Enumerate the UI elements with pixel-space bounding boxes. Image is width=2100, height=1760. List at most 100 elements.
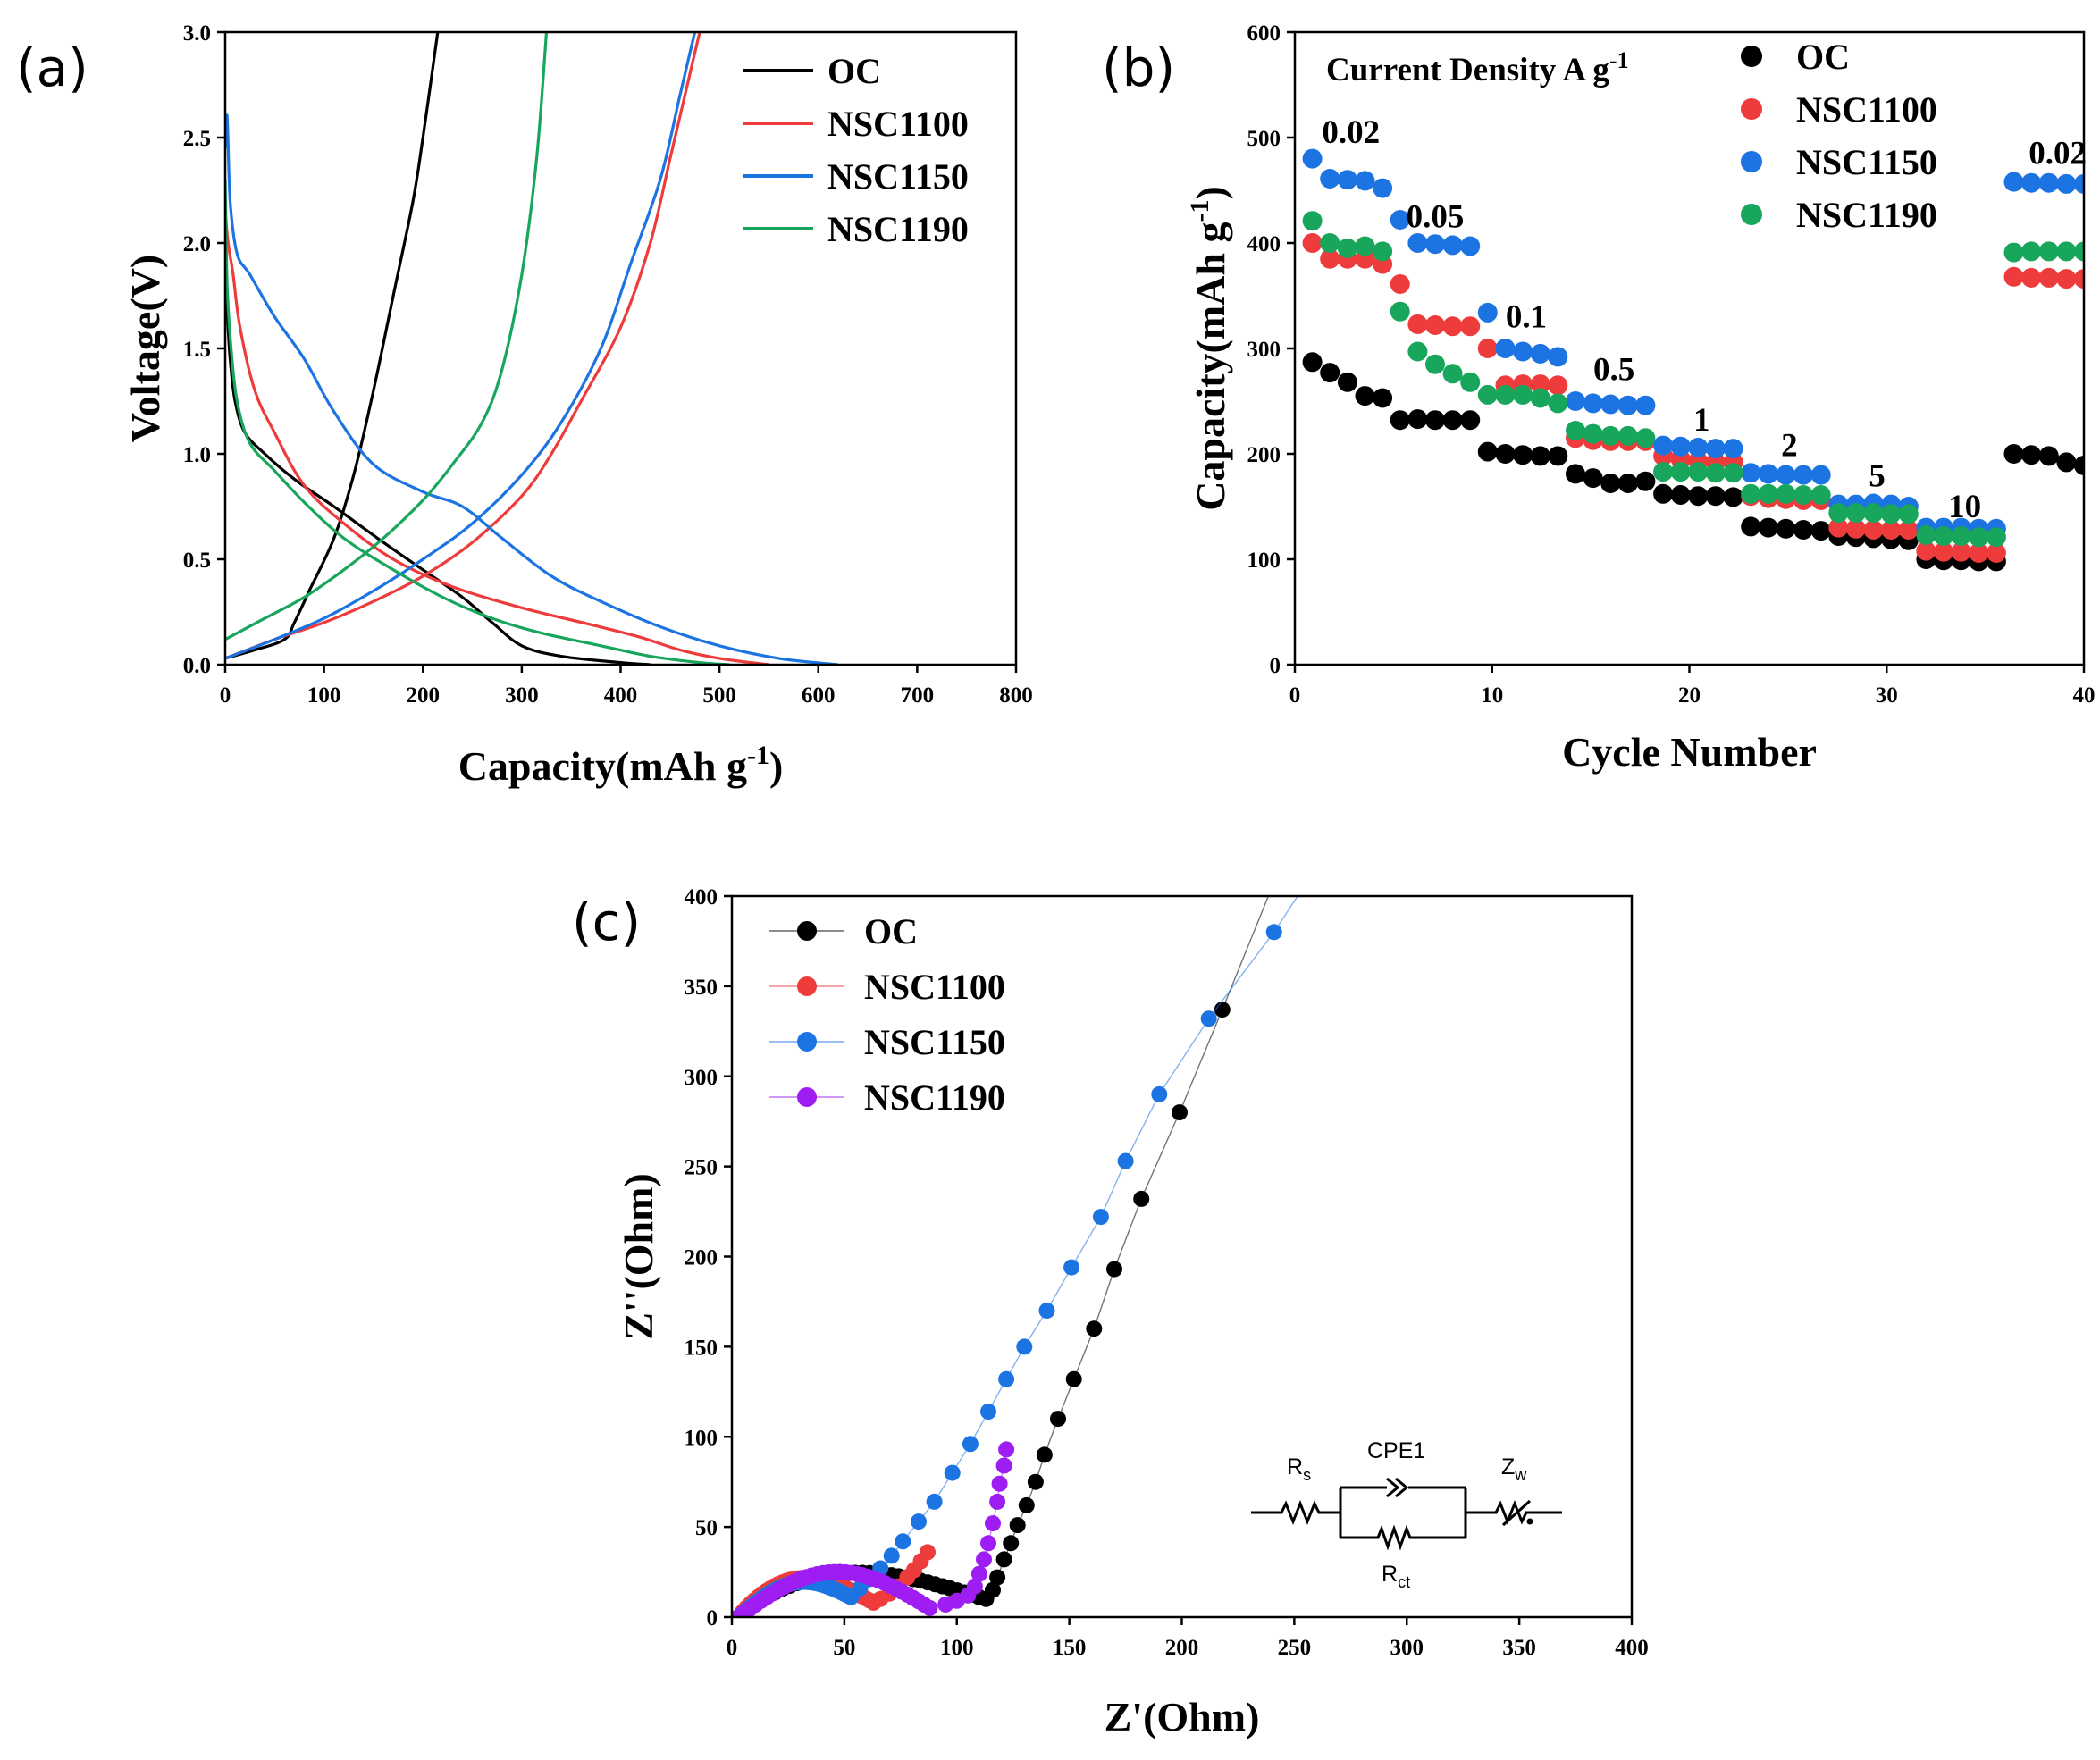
panel-a-x-tick-label: 500 xyxy=(702,683,736,708)
series-nsc1150-discharge-line xyxy=(225,113,839,665)
point-oc-cycle-13 xyxy=(1513,445,1533,465)
point-nsc1190-cycle-20 xyxy=(1635,428,1656,448)
legend-label-oc: OC xyxy=(864,911,918,951)
point-nsc1100-cycle-34 xyxy=(1881,520,1902,540)
panel-a-x-tick-label: 100 xyxy=(307,683,341,708)
legend-label-nsc1100: NSC1100 xyxy=(1796,89,1937,130)
panel-b-y-tick-label: 300 xyxy=(1247,338,1281,362)
point-nsc1190-cycle-40 xyxy=(1986,527,2006,548)
point-nsc1190-cycle-10 xyxy=(1460,372,1481,392)
point-nsc1150-46 xyxy=(1016,1338,1033,1355)
panel-c-y-tick-label: 400 xyxy=(685,885,718,909)
point-oc-cycle-43 xyxy=(2038,446,2059,466)
panel-a-y-tick-label: 1.5 xyxy=(183,338,211,362)
point-nsc1150-50 xyxy=(1117,1152,1134,1169)
point-nsc1150-cycle-26 xyxy=(1741,463,1761,483)
panel-a-y-axis-title: Voltage(V) xyxy=(122,255,168,442)
point-nsc1190-cycle-17 xyxy=(1583,423,1603,444)
point-oc-cycle-44 xyxy=(2056,452,2077,473)
panel-b-x-axis-title: Cycle Number xyxy=(1562,729,1817,775)
point-nsc1190-cycle-14 xyxy=(1530,388,1550,408)
point-oc-cycle-26 xyxy=(1741,516,1761,537)
rate-label-5: 2 xyxy=(1781,427,1798,464)
point-nsc1150-47 xyxy=(1038,1303,1055,1319)
point-nsc1100-cycle-40 xyxy=(1986,542,2006,563)
point-nsc1150-cycle-41 xyxy=(2003,172,2024,192)
point-nsc1190-cycle-21 xyxy=(1653,462,1674,482)
point-nsc1100-41 xyxy=(920,1544,936,1561)
point-nsc1190-cycle-44 xyxy=(2056,241,2077,262)
point-oc-cycle-5 xyxy=(1373,388,1393,408)
panel-c-y-tick-label: 100 xyxy=(685,1426,718,1450)
point-nsc1100-cycle-31 xyxy=(1828,517,1849,538)
legend-label-nsc1100: NSC1100 xyxy=(827,104,969,144)
panel-c-y-tick-label: 150 xyxy=(685,1336,718,1360)
point-oc-cycle-16 xyxy=(1566,464,1585,484)
point-nsc1190-45 xyxy=(995,1457,1012,1474)
legend-label-oc: OC xyxy=(1796,37,1850,77)
point-oc-50 xyxy=(1275,852,1291,868)
panel-a-x-tick-label: 200 xyxy=(407,683,441,708)
panel-a-y-tick-label: 1.0 xyxy=(183,443,211,467)
point-nsc1150-cycle-14 xyxy=(1530,343,1550,364)
panel-c-y-axis-title: Z''(Ohm) xyxy=(616,1173,661,1340)
panel-c-x-tick-label: 100 xyxy=(940,1636,974,1660)
point-oc-cycle-21 xyxy=(1653,483,1674,504)
point-oc-49 xyxy=(1214,1002,1231,1018)
point-nsc1100-cycle-10 xyxy=(1460,316,1481,337)
point-nsc1150-cycle-28 xyxy=(1776,465,1796,485)
panel-c-label: (c) xyxy=(572,892,641,952)
point-nsc1150-cycle-20 xyxy=(1635,395,1656,415)
panel-c-x-tick-label: 300 xyxy=(1390,1636,1424,1660)
panel-b-y-tick-label: 500 xyxy=(1247,127,1281,151)
point-nsc1150-cycle-30 xyxy=(1810,465,1831,485)
point-oc-44 xyxy=(1065,1370,1082,1387)
panel-b-y-tick-label: 400 xyxy=(1247,232,1281,256)
rs-resistor xyxy=(1251,1499,1340,1526)
point-nsc1100-cycle-44 xyxy=(2056,269,2077,289)
series-nsc1150-charge-line xyxy=(225,32,697,660)
legend-label-nsc1100: NSC1100 xyxy=(864,967,1005,1007)
legend-marker-nsc1100 xyxy=(1741,98,1762,120)
panel-b-x-tick-label: 0 xyxy=(1289,683,1301,708)
rate-label-0: 0.02 xyxy=(1322,114,1380,151)
point-nsc1100-cycle-42 xyxy=(2021,267,2042,288)
point-oc-cycle-20 xyxy=(1635,471,1656,491)
point-nsc1100-cycle-33 xyxy=(1863,520,1884,540)
point-nsc1190-cycle-27 xyxy=(1758,483,1778,504)
point-nsc1150-cycle-44 xyxy=(2056,173,2077,194)
point-nsc1150-43 xyxy=(962,1436,979,1453)
point-oc-cycle-24 xyxy=(1705,486,1726,507)
panel-b-y-tick-label: 200 xyxy=(1247,443,1281,467)
point-nsc1190-cycle-13 xyxy=(1513,384,1533,405)
point-nsc1150-cycle-4 xyxy=(1355,171,1375,191)
panel-a-x-tick-label: 800 xyxy=(999,683,1033,708)
rct-label: Rct xyxy=(1382,1562,1410,1591)
panel-c-eis-nyquist: 0 50 100 150 200 250 300 350 400 0 50 100 150 200 250 3… xyxy=(572,852,1649,1739)
point-nsc1150-cycle-27 xyxy=(1758,464,1778,484)
point-nsc1190-cycle-9 xyxy=(1442,364,1463,384)
panel-a-charge-discharge: 0 100 200 300 400 500 600 700 800 0.0 0.5 1.0 1.5 2.0… xyxy=(16,21,1033,789)
point-oc-cycle-1 xyxy=(1302,352,1323,373)
point-oc-cycle-19 xyxy=(1617,474,1638,493)
panel-b-y-tick-label: 600 xyxy=(1247,21,1281,46)
point-oc-cycle-17 xyxy=(1583,468,1603,489)
point-nsc1150-cycle-15 xyxy=(1548,347,1568,367)
point-nsc1190-cycle-33 xyxy=(1863,503,1884,524)
panel-a-y-tick-label: 3.0 xyxy=(183,21,211,46)
panel-c-x-tick-label: 250 xyxy=(1278,1636,1312,1660)
panel-c-x-tick-label: 150 xyxy=(1053,1636,1087,1660)
point-nsc1150-cycle-19 xyxy=(1617,395,1638,415)
panel-b-y-tick-label: 100 xyxy=(1247,549,1281,573)
panel-b-label: (b) xyxy=(1102,38,1175,98)
rate-label-3: 0.5 xyxy=(1593,351,1634,388)
point-nsc1150-cycle-45 xyxy=(2074,173,2084,194)
rate-label-2: 0.1 xyxy=(1506,298,1547,335)
panel-a-x-tick-label: 700 xyxy=(901,683,935,708)
legend-marker-nsc1190 xyxy=(1741,204,1762,225)
point-oc-38 xyxy=(1003,1535,1020,1552)
point-nsc1100-cycle-38 xyxy=(1951,541,1971,562)
point-oc-cycle-45 xyxy=(2074,456,2084,475)
current-density-title: Current Density A g-1 xyxy=(1326,47,1629,88)
panel-c-x-axis-title: Z'(Ohm) xyxy=(1105,1694,1260,1739)
